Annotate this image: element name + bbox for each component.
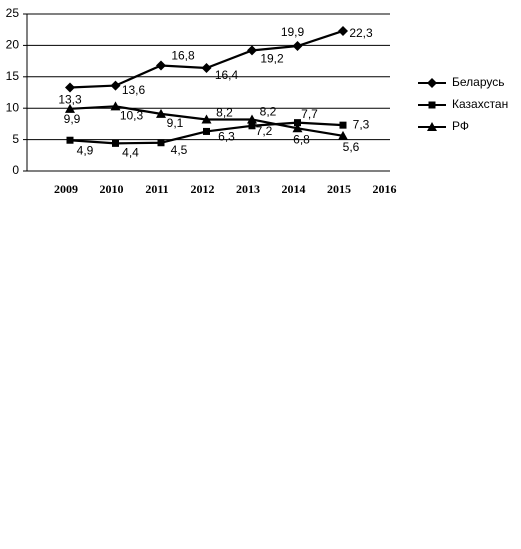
x-tick-label: 2015 — [327, 182, 351, 196]
marker — [65, 103, 75, 113]
data-label: 7,2 — [256, 124, 273, 138]
y-tick-label: 10 — [6, 100, 20, 114]
data-label: 9,9 — [64, 112, 81, 126]
marker — [248, 122, 256, 130]
marker — [292, 123, 303, 133]
marker — [294, 119, 301, 127]
marker — [338, 25, 348, 36]
data-label: 13,3 — [58, 93, 82, 107]
marker — [110, 80, 121, 91]
marker — [110, 101, 121, 111]
data-label: 6,8 — [293, 132, 310, 146]
marker — [156, 60, 166, 71]
data-label: 4,5 — [171, 143, 188, 157]
marker — [201, 63, 212, 74]
marker — [247, 45, 257, 56]
data-label: 8,2 — [216, 106, 233, 120]
legend-label: Казахстан — [452, 97, 508, 111]
data-label: 16,4 — [215, 68, 239, 82]
data-label: 4,9 — [77, 143, 94, 157]
data-label: 9,1 — [167, 116, 184, 130]
x-tick-label: 2012 — [191, 182, 215, 196]
data-label: 4,4 — [122, 146, 139, 160]
data-label: 7,3 — [353, 117, 370, 131]
marker — [203, 127, 210, 135]
y-tick-label: 5 — [12, 132, 19, 146]
data-label: 19,9 — [281, 25, 305, 39]
y-tick-label: 15 — [6, 69, 20, 83]
x-tick-label: 2013 — [236, 182, 260, 196]
marker — [157, 139, 165, 147]
marker — [338, 130, 348, 140]
data-label: 5,6 — [343, 140, 360, 154]
marker — [427, 78, 437, 88]
x-tick-label: 2010 — [100, 182, 124, 196]
marker — [156, 108, 166, 118]
data-label: 22,3 — [349, 26, 373, 40]
x-tick-label: 2014 — [282, 182, 306, 196]
data-label: 6,3 — [218, 130, 235, 144]
x-tick-label: 2011 — [145, 182, 168, 196]
data-label: 10,3 — [120, 108, 144, 122]
data-label: 7,7 — [301, 107, 318, 121]
data-label: 8,2 — [260, 105, 277, 119]
data-label: 13,6 — [122, 83, 146, 97]
marker — [66, 136, 74, 144]
legend-label: РФ — [452, 119, 469, 133]
y-tick-label: 25 — [6, 6, 20, 20]
data-label: 19,2 — [260, 52, 284, 66]
data-label: 16,8 — [171, 49, 195, 63]
x-tick-label: 2009 — [54, 182, 78, 196]
y-tick-label: 20 — [6, 38, 20, 52]
marker — [428, 101, 436, 109]
marker — [247, 114, 257, 124]
legend-label: Беларусь — [452, 75, 504, 89]
marker — [339, 121, 347, 129]
series-line — [69, 29, 344, 89]
marker — [292, 41, 303, 52]
marker — [65, 82, 75, 93]
marker — [201, 114, 212, 124]
x-tick-label: 2016 — [373, 182, 397, 196]
y-tick-label: 0 — [12, 163, 19, 177]
marker — [112, 139, 119, 147]
marker — [427, 122, 437, 131]
